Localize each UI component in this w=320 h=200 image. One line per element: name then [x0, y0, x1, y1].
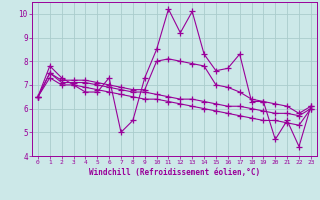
X-axis label: Windchill (Refroidissement éolien,°C): Windchill (Refroidissement éolien,°C): [89, 168, 260, 177]
